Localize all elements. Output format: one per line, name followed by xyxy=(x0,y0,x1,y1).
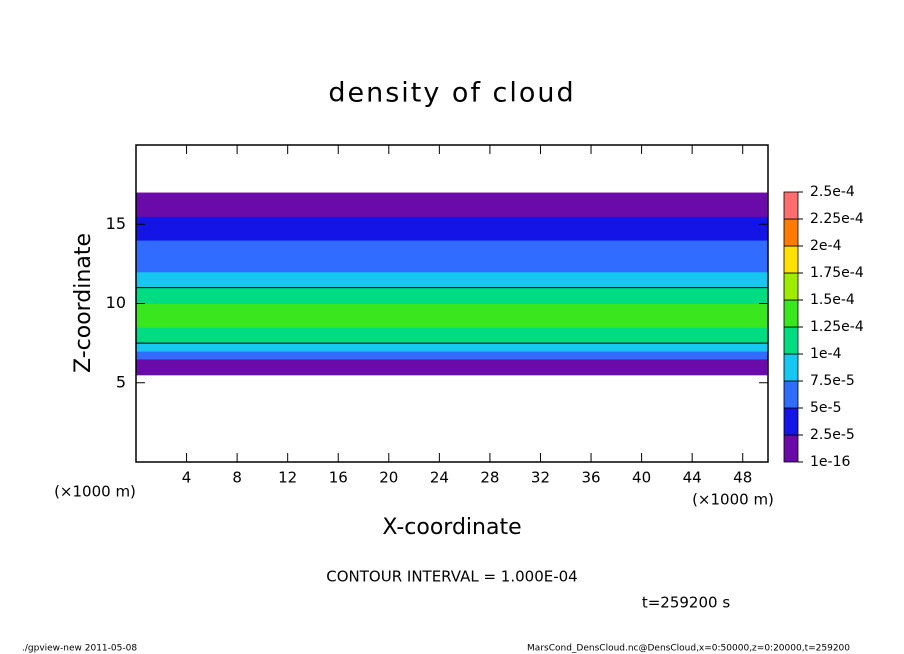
density-band xyxy=(136,311,768,320)
x-tick-label: 36 xyxy=(581,469,600,487)
density-band xyxy=(136,232,768,241)
colorbar-label: 7.5e-5 xyxy=(810,373,855,389)
colorbar-box xyxy=(783,272,799,301)
colorbar-box xyxy=(783,380,799,409)
density-band xyxy=(136,343,768,352)
x-tick-label: 4 xyxy=(182,469,192,487)
density-band xyxy=(136,200,768,209)
x-tick-label: 48 xyxy=(733,469,752,487)
y-tick-label: 10 xyxy=(106,293,126,312)
x-tick-label: 8 xyxy=(232,469,242,487)
x-tick-label: 16 xyxy=(329,469,348,487)
colorbar-label: 1.5e-4 xyxy=(810,292,855,308)
footer: MarsCond_DensCloud.nc@DensCloud,x=0:5000… xyxy=(527,644,850,654)
x-tick-label: 28 xyxy=(480,469,499,487)
density-band xyxy=(136,224,768,233)
density-band xyxy=(136,319,768,328)
density-band xyxy=(136,216,768,225)
x-tick-label: 20 xyxy=(379,469,398,487)
density-band xyxy=(136,208,768,217)
density-band xyxy=(136,240,768,249)
colorbar-label: 1.25e-4 xyxy=(810,319,864,335)
y-tick-label: 15 xyxy=(106,214,126,233)
y-tick-label: 5 xyxy=(116,372,126,391)
density-band xyxy=(136,295,768,304)
footer: ./gpview-new 2011-05-08 xyxy=(22,644,137,654)
x-tick-label: 24 xyxy=(430,469,449,487)
colorbar-box xyxy=(783,299,799,328)
annotation: CONTOUR INTERVAL = 1.000E-04 xyxy=(326,568,577,586)
colorbar-label: 1.75e-4 xyxy=(810,265,864,281)
density-band xyxy=(136,327,768,336)
density-band xyxy=(136,366,768,376)
density-band xyxy=(136,335,768,344)
colorbar-label: 2e-4 xyxy=(810,238,842,254)
colorbar-box xyxy=(783,353,799,382)
colorbar-box xyxy=(783,326,799,355)
colorbar-box xyxy=(783,407,799,436)
colorbar-label: 1e-4 xyxy=(810,346,842,362)
colorbar-box xyxy=(783,245,799,274)
density-band xyxy=(136,287,768,297)
x-axis-label: X-coordinate xyxy=(382,515,521,540)
annotation: t=259200 s xyxy=(642,594,730,612)
colorbar-label: 2.5e-4 xyxy=(810,184,855,200)
colorbar-box xyxy=(783,191,799,220)
x-unit-label: (×1000 m) xyxy=(692,491,774,509)
colorbar-label: 5e-5 xyxy=(810,400,841,416)
y-axis-label: Z-coordinate xyxy=(71,233,96,373)
colorbar-label: 2.5e-5 xyxy=(810,427,855,443)
colorbar-box xyxy=(783,434,799,463)
density-band xyxy=(136,271,768,281)
density-band xyxy=(136,248,768,257)
x-unit-label: (×1000 m) xyxy=(54,483,136,501)
density-band xyxy=(136,263,768,273)
density-band xyxy=(136,192,768,201)
colorbar-box xyxy=(783,218,799,247)
chart-title: density of cloud xyxy=(328,78,575,109)
x-tick-label: 44 xyxy=(683,469,702,487)
density-band xyxy=(136,255,768,265)
density-band xyxy=(136,351,768,360)
x-tick-label: 40 xyxy=(632,469,651,487)
colorbar-label: 1e-16 xyxy=(810,454,850,470)
density-band xyxy=(136,279,768,289)
x-tick-label: 32 xyxy=(531,469,550,487)
density-band xyxy=(136,358,768,368)
density-band xyxy=(136,303,768,312)
colorbar-label: 2.25e-4 xyxy=(810,211,864,227)
x-tick-label: 12 xyxy=(278,469,297,487)
